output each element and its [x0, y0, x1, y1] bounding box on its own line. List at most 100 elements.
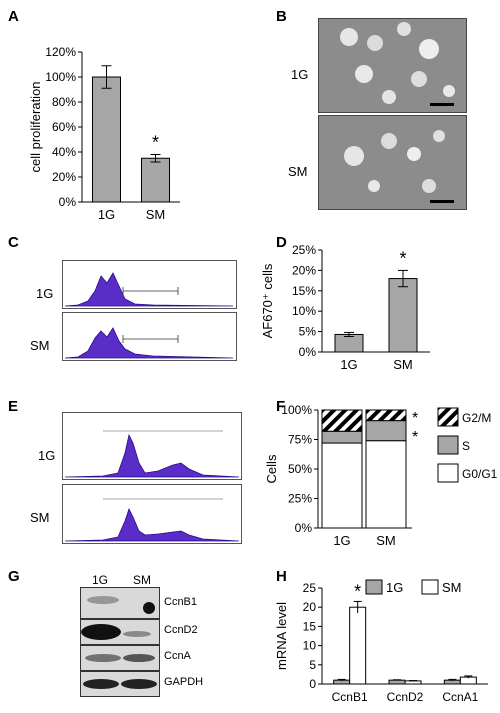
histogram-label-sm-e: SM: [30, 510, 50, 525]
chart-f-y-axis-label: Cells: [264, 454, 279, 483]
chart-a-ytick-label: 120%: [45, 45, 76, 59]
chart-f-ytick-label: 75%: [288, 433, 312, 447]
scale-bar-1g: [430, 103, 454, 106]
blot-ccnb1: [80, 587, 160, 619]
chart-d-ytick-label: 0%: [299, 345, 317, 359]
chart-f-ytick-label: 100%: [281, 403, 312, 417]
chart-f-ytick-label: 0%: [295, 521, 313, 535]
chart-h-ytick-label: 5: [309, 658, 316, 672]
chart-h-ytick-label: 0: [309, 677, 316, 691]
chart-d-bar-1g: [334, 333, 364, 353]
protein-label-ccnd2: CcnD2: [164, 624, 198, 636]
chart-a-category-label: 1G: [98, 207, 115, 222]
micrograph-label-1g: 1G: [291, 67, 309, 82]
panel-label-a: A: [8, 8, 19, 25]
chart-a-ytick-label: 40%: [52, 145, 76, 159]
chart-h-bar-sm-ccnd2: [404, 680, 422, 685]
chart-h-ytick-label: 25: [303, 581, 317, 595]
histogram-c-1g: [62, 260, 237, 309]
blot-gapdh: [80, 671, 160, 697]
panel-label-g: G: [8, 568, 20, 585]
chart-a-ytick-label: 0%: [59, 195, 77, 209]
chart-a: 0% 20% 40% 60% 80% 100% 120% 1G SM * cell prolifer…: [28, 45, 180, 222]
chart-f-legend-label: G0/G1: [462, 467, 498, 481]
chart-f-segment-g2-m-1g: [321, 409, 363, 432]
chart-f-segment-g2-m-sm: [365, 409, 407, 422]
chart-h-legend-label: 1G: [386, 580, 403, 595]
panel-label-c: C: [8, 234, 19, 251]
chart-d-ytick-label: 20%: [292, 263, 316, 277]
chart-a-y-axis-label: cell proliferation: [28, 81, 43, 172]
chart-d-ytick-label: 5%: [299, 325, 317, 339]
micrograph-1g-colonies: [340, 22, 455, 104]
chart-f-legend-swatch: [437, 463, 459, 483]
histogram-c-sm: [62, 312, 237, 361]
chart-f-ytick-label: 25%: [288, 492, 312, 506]
micrograph-sm: [318, 115, 467, 210]
panel-label-d: D: [276, 234, 287, 251]
micrograph-sm-colonies: [344, 130, 445, 193]
panel-label-f: F: [276, 398, 286, 415]
scale-bar-sm: [430, 200, 454, 203]
histogram-e-1g: [62, 412, 242, 480]
chart-h-y-axis-label: mRNA level: [274, 602, 289, 670]
histogram-e-sm: [62, 484, 242, 544]
chart-f-legend-swatch: [437, 435, 459, 455]
chart-d-bar-sm: [388, 278, 418, 353]
chart-h-legend-label: SM: [442, 580, 462, 595]
chart-a-bar-sm: [141, 157, 170, 203]
chart-f-significance-star: *: [412, 410, 418, 427]
lane-label-sm: SM: [133, 573, 151, 587]
chart-f-category-label: SM: [376, 533, 396, 548]
chart-f-ytick-label: 50%: [288, 462, 312, 476]
protein-label-ccna: CcnA: [164, 650, 191, 662]
panel-label-e: E: [8, 398, 19, 415]
chart-h-ytick-label: 10: [303, 639, 317, 653]
chart-d-category-label: 1G: [340, 357, 357, 372]
protein-label-gapdh: GAPDH: [164, 676, 204, 688]
chart-a-ytick-label: 100%: [45, 70, 76, 84]
chart-d-ytick-label: 15%: [292, 284, 316, 298]
micrograph-1g: [318, 18, 467, 113]
chart-f: 0% 25% 50% 75% 100% Cells 1G SM * * G2/M S G0/G1: [264, 403, 498, 548]
chart-h-bar-sm-ccnb1: [349, 606, 367, 685]
chart-h-ytick-label: 15: [303, 619, 317, 633]
chart-d-ytick-label: 25%: [292, 243, 316, 257]
chart-h-category-label: CcnA1: [442, 690, 478, 704]
chart-f-segment-s-1g: [321, 430, 363, 444]
chart-a-ytick-label: 20%: [52, 170, 76, 184]
chart-a-bar-1g: [92, 76, 121, 203]
chart-d-y-axis-label: AF670⁺ cells: [260, 263, 275, 338]
chart-f-legend-label: G2/M: [462, 411, 491, 425]
chart-d-ytick-label: 10%: [292, 304, 316, 318]
chart-f-significance-star: *: [412, 429, 418, 446]
chart-h-category-label: CcnD2: [387, 690, 424, 704]
chart-d: 0% 5% 10% 15% 20% 25% 1G SM * AF670⁺ cells: [260, 243, 430, 372]
histogram-label-sm-c: SM: [30, 338, 50, 353]
chart-a-significance-star: *: [152, 133, 159, 153]
chart-h-category-label: CcnB1: [332, 690, 368, 704]
chart-d-category-label: SM: [393, 357, 413, 372]
chart-a-ytick-label: 60%: [52, 120, 76, 134]
histogram-label-1g-e: 1G: [38, 448, 56, 463]
panel-label-b: B: [276, 8, 287, 25]
chart-h-bar-1g-ccnd2: [388, 679, 406, 685]
chart-f-segment-g0-g1-1g: [321, 442, 363, 529]
micrograph-label-sm: SM: [288, 164, 308, 179]
chart-a-ytick-label: 80%: [52, 95, 76, 109]
chart-h-significance-star: *: [354, 581, 361, 601]
chart-f-segment-s-sm: [365, 420, 407, 442]
chart-h-ytick-label: 20: [303, 600, 317, 614]
chart-a-category-label: SM: [146, 207, 166, 222]
blot-ccna: [80, 645, 160, 671]
lane-label-1g: 1G: [92, 573, 109, 587]
chart-h-legend-swatch: [365, 579, 383, 595]
chart-f-legend-swatch: [437, 407, 459, 427]
chart-f-legend-label: S: [462, 439, 470, 453]
chart-h: 0 5 10 15 20 25 mRNA level CcnB1 CcnD2 CcnA1 * 1G SM: [274, 579, 488, 704]
blot-ccnd2: [80, 619, 160, 645]
chart-h-legend-swatch: [421, 579, 439, 595]
chart-d-significance-star: *: [399, 248, 406, 268]
panel-label-h: H: [276, 568, 287, 585]
chart-f-category-label: 1G: [333, 533, 350, 548]
